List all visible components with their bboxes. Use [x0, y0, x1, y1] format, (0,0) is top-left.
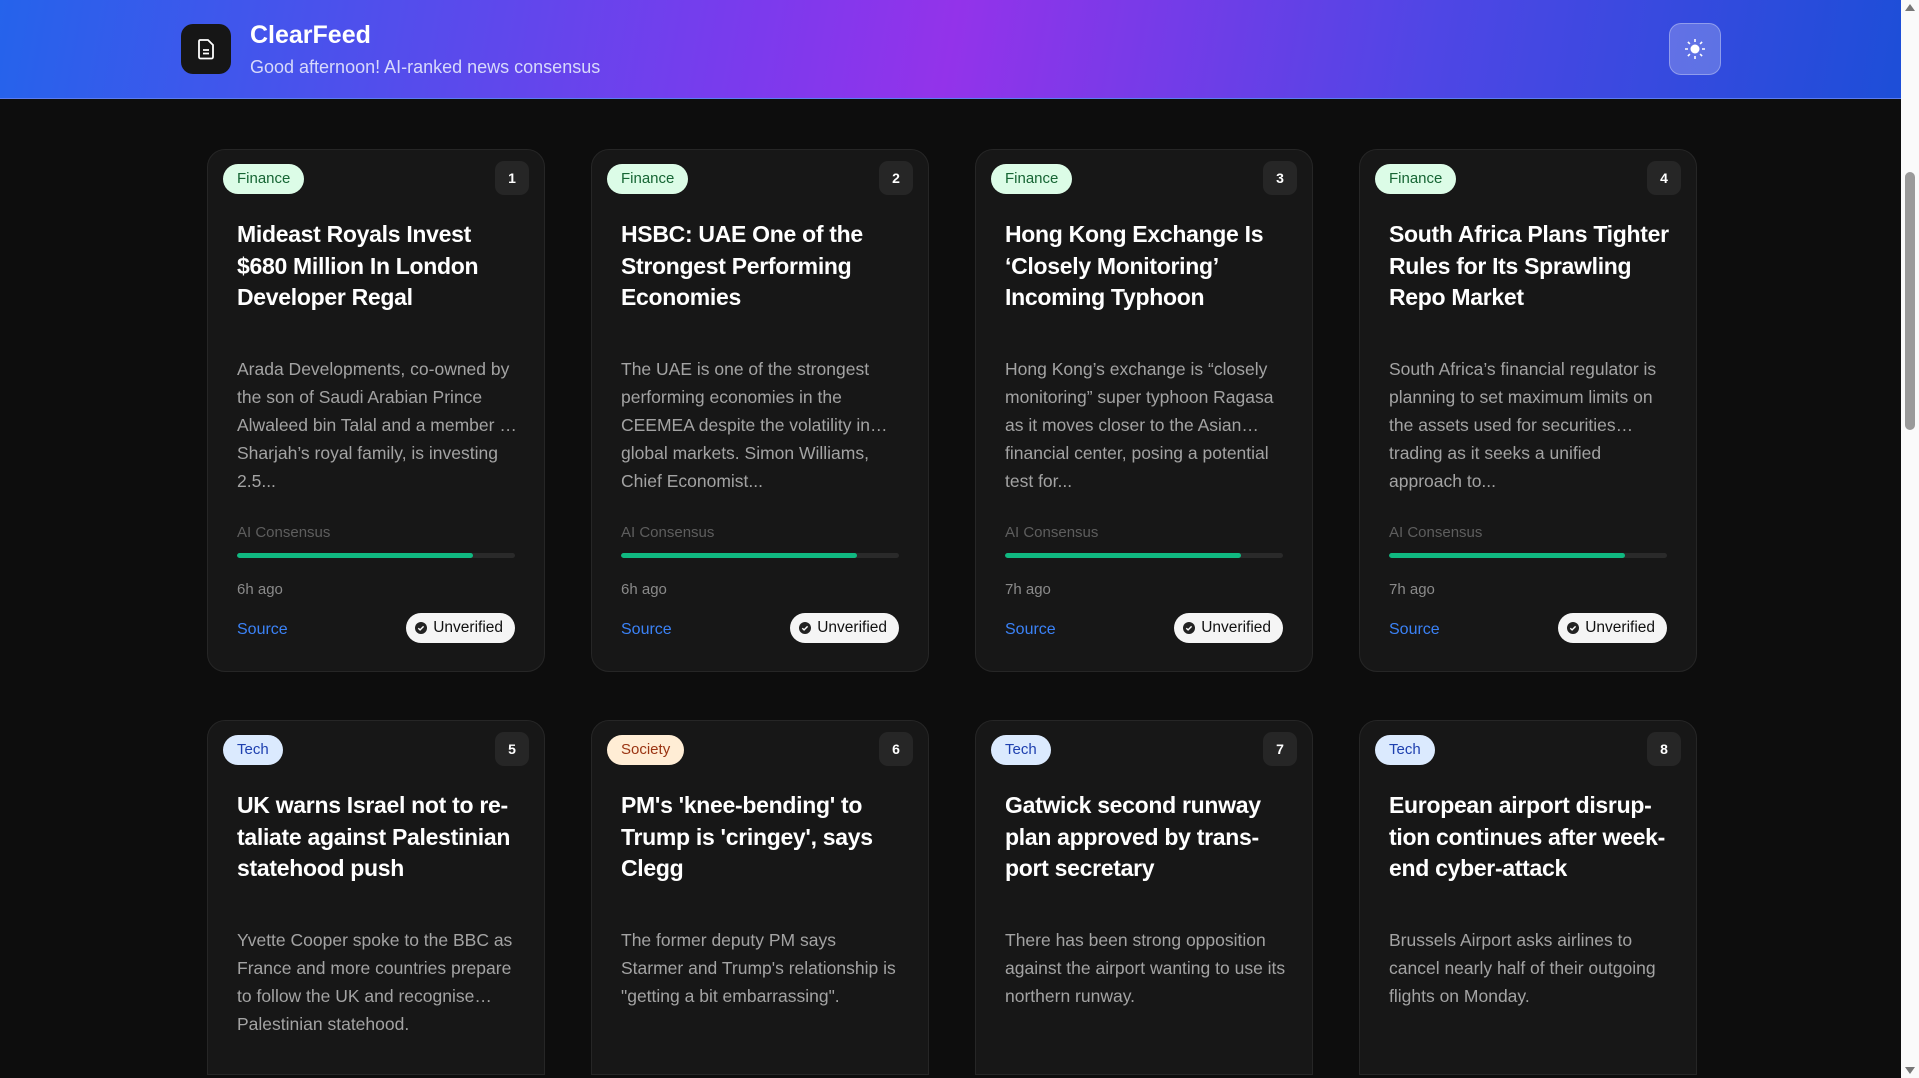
category-badge: Tech	[1375, 735, 1435, 765]
news-card[interactable]: Finance 4 South Africa Plans Tighter Rul…	[1359, 149, 1697, 672]
category-badge: Finance	[1375, 164, 1457, 194]
article-summary: Brussels Airport asks airlines to cancel…	[1389, 930, 1656, 1006]
check-circle-icon	[1567, 622, 1580, 634]
status-label: Unverified	[1201, 619, 1271, 636]
app-title: ClearFeed	[250, 21, 371, 49]
article-summary: Yvette Cooper spoke to the BBC as France…	[237, 930, 513, 1034]
article-title[interactable]: UK warns Israel not to re­taliate agains…	[237, 792, 511, 881]
status-label: Unverified	[817, 619, 887, 636]
source-link[interactable]: Source	[237, 621, 288, 638]
rank-badge: 8	[1647, 732, 1681, 766]
article-title[interactable]: HSBC: UAE One of the Strongest Performin…	[621, 221, 863, 310]
consensus-bar	[621, 553, 899, 558]
consensus-bar	[237, 553, 515, 558]
document-icon	[181, 24, 231, 74]
sun-icon	[1685, 39, 1705, 59]
article-summary: The UAE is one of the strongest performi…	[621, 359, 888, 491]
news-card[interactable]: Finance 1 Mideast Royals Invest $680 Mil…	[207, 149, 545, 672]
article-title[interactable]: Hong Kong Exchange Is ‘Closely Monitorin…	[1005, 221, 1264, 310]
news-card[interactable]: Tech 7 Gatwick second runway plan approv…	[975, 720, 1313, 1075]
rank-badge: 3	[1263, 161, 1297, 195]
scrollbar[interactable]	[1901, 0, 1919, 1078]
scroll-down-arrow-icon[interactable]	[1905, 1067, 1915, 1074]
rank-badge: 5	[495, 732, 529, 766]
article-summary: Hong Kong’s exchange is “closely monitor…	[1005, 359, 1274, 491]
article-summary: The former deputy PM says Starmer and Tr…	[621, 930, 896, 1006]
check-circle-icon	[799, 622, 812, 634]
source-link[interactable]: Source	[1005, 621, 1056, 638]
rank-badge: 1	[495, 161, 529, 195]
rank-badge: 4	[1647, 161, 1681, 195]
news-card[interactable]: Finance 3 Hong Kong Exchange Is ‘Closely…	[975, 149, 1313, 672]
category-badge: Finance	[991, 164, 1073, 194]
article-title[interactable]: Mideast Royals Invest $680 Million In Lo…	[237, 221, 479, 310]
news-grid: Finance 1 Mideast Royals Invest $680 Mil…	[207, 149, 1697, 1075]
check-circle-icon	[415, 622, 428, 634]
source-link[interactable]: Source	[621, 621, 672, 638]
consensus-label: AI Consensus	[237, 524, 331, 541]
status-badge: Unverified	[406, 613, 515, 643]
rank-badge: 7	[1263, 732, 1297, 766]
check-circle-icon	[1183, 622, 1196, 634]
timestamp: 6h ago	[237, 581, 283, 598]
category-badge: Tech	[223, 735, 283, 765]
timestamp: 7h ago	[1005, 581, 1051, 598]
news-card[interactable]: Tech 5 UK warns Israel not to re­taliate…	[207, 720, 545, 1075]
app-subtitle: Good afternoon! AI-ranked news consensus	[250, 57, 601, 77]
consensus-label: AI Consensus	[1005, 524, 1099, 541]
news-card[interactable]: Society 6 PM's 'knee-bending' to Trump i…	[591, 720, 929, 1075]
scrollbar-thumb[interactable]	[1905, 172, 1915, 430]
rank-badge: 2	[879, 161, 913, 195]
category-badge: Finance	[607, 164, 689, 194]
status-badge: Unverified	[1558, 613, 1667, 643]
consensus-label: AI Consensus	[1389, 524, 1483, 541]
news-card[interactable]: Tech 8 European airport disrup­tion cont…	[1359, 720, 1697, 1075]
category-badge: Tech	[991, 735, 1051, 765]
theme-toggle-button[interactable]	[1669, 23, 1721, 75]
article-title[interactable]: PM's 'knee-bending' to Trump is 'cringey…	[621, 792, 873, 881]
header: ClearFeed Good afternoon! AI-ranked news…	[0, 0, 1901, 99]
article-title[interactable]: South Africa Plans Tighter Rules for Its…	[1389, 221, 1669, 310]
consensus-fill	[1389, 553, 1626, 558]
source-link[interactable]: Source	[1389, 621, 1440, 638]
article-summary: Arada Developments, co-owned by the son …	[237, 359, 517, 491]
rank-badge: 6	[879, 732, 913, 766]
category-badge: Society	[607, 735, 685, 765]
status-label: Unverified	[433, 619, 503, 636]
consensus-fill	[237, 553, 474, 558]
article-summary: There has been strong opposition against…	[1005, 930, 1286, 1006]
consensus-fill	[621, 553, 858, 558]
consensus-bar	[1389, 553, 1667, 558]
category-badge: Finance	[223, 164, 305, 194]
status-label: Unverified	[1585, 619, 1655, 636]
status-badge: Unverified	[1174, 613, 1283, 643]
consensus-bar	[1005, 553, 1283, 558]
timestamp: 6h ago	[621, 581, 667, 598]
scroll-up-arrow-icon[interactable]	[1905, 4, 1915, 11]
consensus-label: AI Consensus	[621, 524, 715, 541]
article-summary: South Africa’s financial regulator is pl…	[1389, 359, 1657, 491]
consensus-fill	[1005, 553, 1242, 558]
article-title[interactable]: European airport disrup­tion continues a…	[1389, 792, 1666, 881]
article-title[interactable]: Gatwick second runway plan approved by t…	[1005, 792, 1261, 881]
status-badge: Unverified	[790, 613, 899, 643]
timestamp: 7h ago	[1389, 581, 1435, 598]
news-card[interactable]: Finance 2 HSBC: UAE One of the Strongest…	[591, 149, 929, 672]
